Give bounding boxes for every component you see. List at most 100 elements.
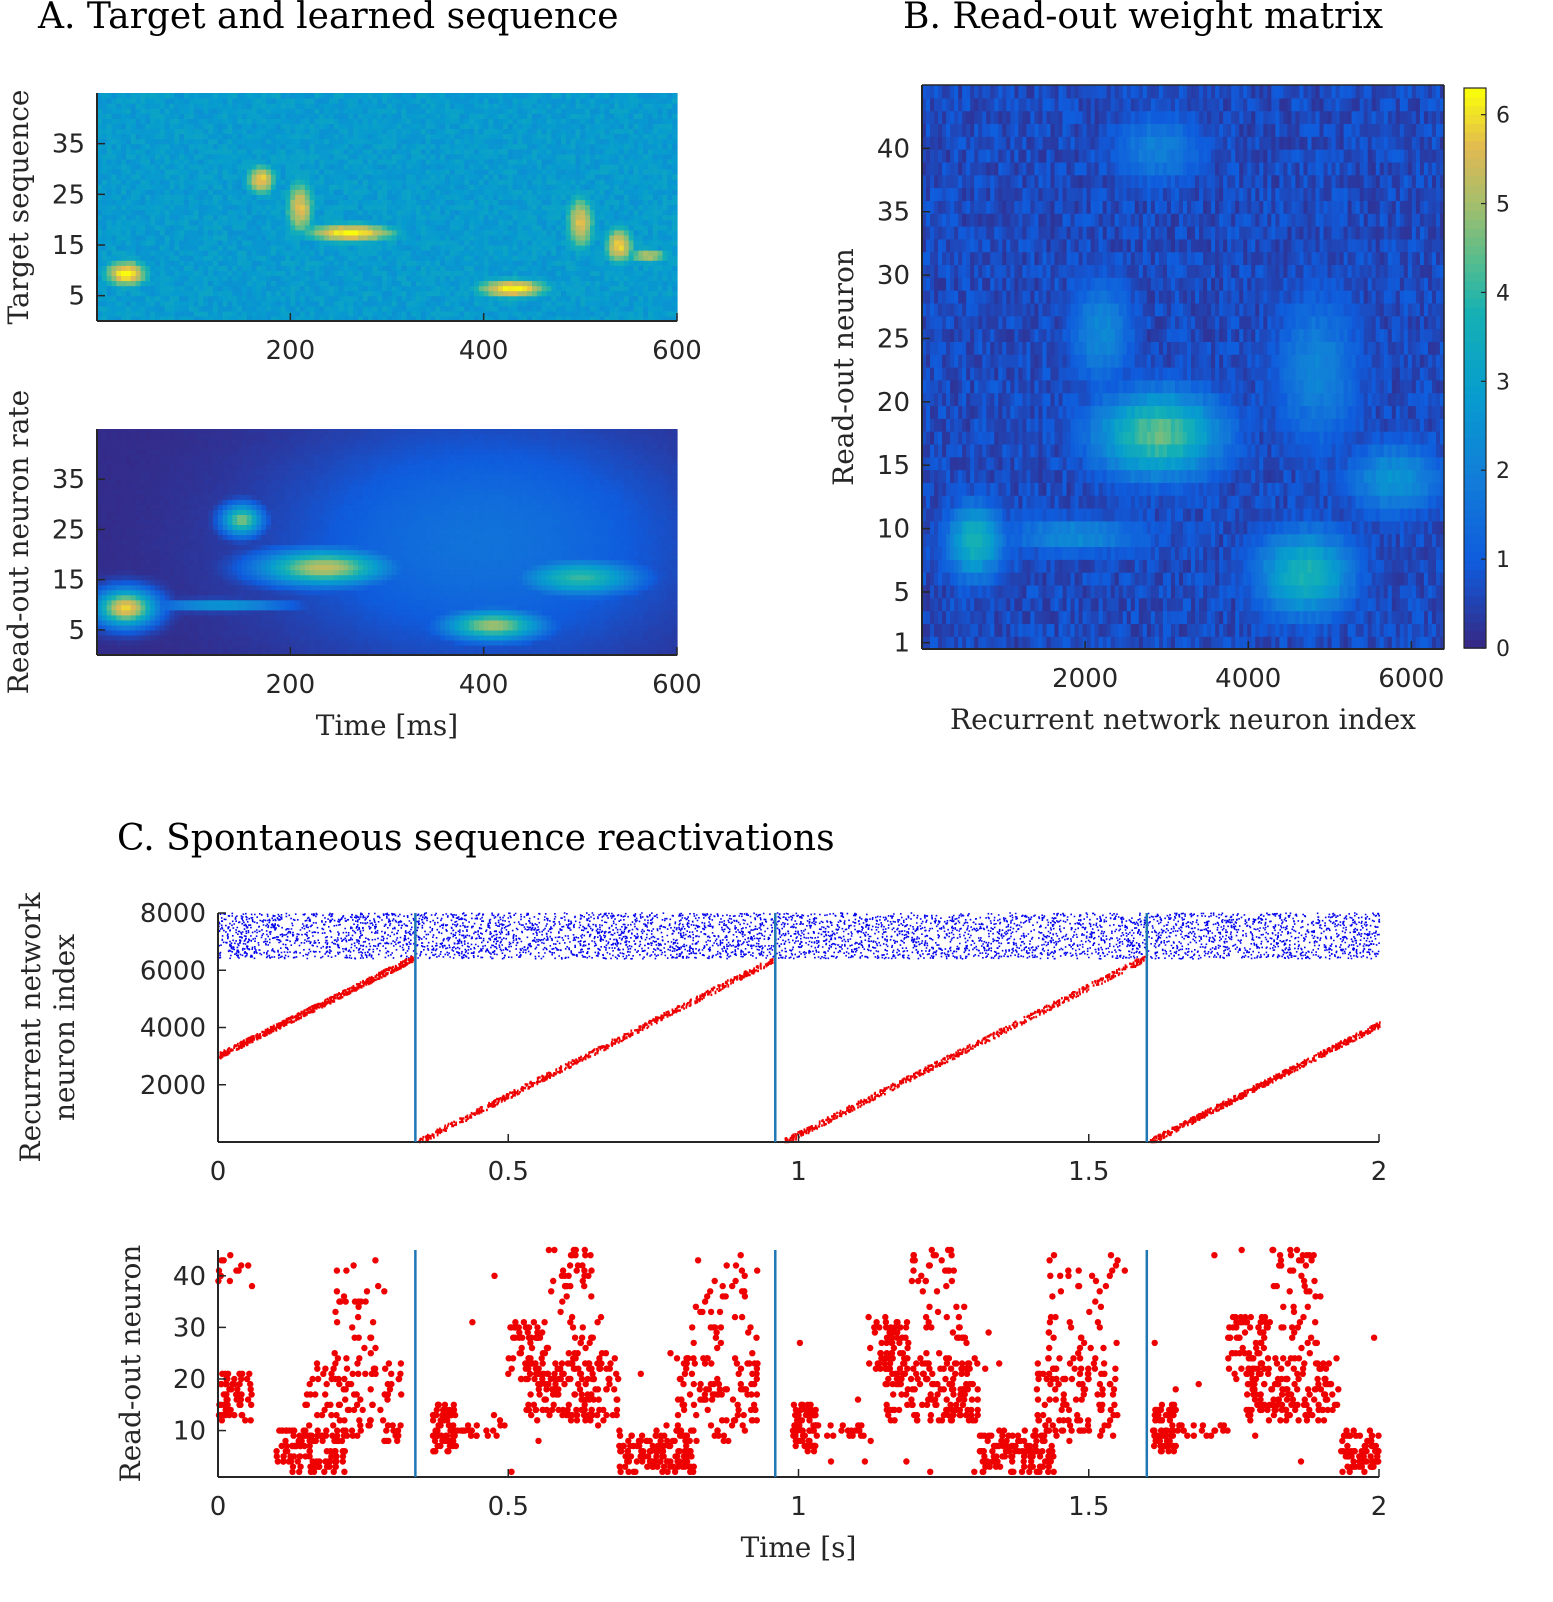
heatmap-cell [271,300,277,307]
heatmap-cell [382,265,388,271]
heatmap-cell [565,310,572,317]
heatmap-cell [232,300,238,307]
heatmap-cell [130,123,137,130]
heatmap-cell [126,118,132,124]
heatmap-cell [275,169,282,175]
heatmap-cell [372,103,378,109]
heatmap-cell [488,245,494,251]
heatmap-cell [580,209,586,216]
heatmap-cell [396,199,403,206]
heatmap-cell [503,158,509,165]
heatmap-cell [271,184,277,190]
heatmap-cell [101,108,108,114]
heatmap-cell [435,250,441,256]
heatmap-cell [309,103,316,109]
heatmap-cell [232,143,238,150]
heatmap-cell [271,285,277,292]
heatmap-cell [184,174,190,180]
heatmap-cell [188,148,195,155]
heatmap-cell [275,113,282,119]
heatmap-cell [493,280,499,287]
heatmap-cell [614,219,620,226]
heatmap-cell [188,93,195,99]
heatmap-cell [604,113,610,119]
heatmap-cell [623,148,630,155]
heatmap-cell [416,305,422,312]
heatmap-cell [271,275,277,282]
heatmap-cell [251,300,258,307]
heatmap-cell [246,199,253,206]
heatmap-cell [106,245,113,251]
heatmap-cell [329,98,335,104]
heatmap-cell [280,103,287,109]
heatmap-cell [604,148,610,155]
heatmap-cell [604,204,610,211]
heatmap-cell [464,250,470,256]
heatmap-cell [546,184,552,190]
heatmap-cell [599,295,606,302]
heatmap-cell [290,199,296,206]
heatmap-cell [623,270,630,276]
heatmap-cell [382,163,388,170]
heatmap-cell [561,275,567,282]
heatmap-cell [246,184,253,190]
heatmap-cell [377,270,383,276]
heatmap-cell [271,239,277,246]
heatmap-cell [435,189,441,195]
heatmap-cell [449,158,456,165]
heatmap-cell [416,315,422,322]
heatmap-cell [184,204,190,211]
heatmap-cell [541,245,548,251]
heatmap-cell [164,310,171,317]
heatmap-cell [367,103,374,109]
heatmap-cell [174,209,180,216]
heatmap-cell [222,280,229,287]
heatmap-cell [498,310,504,317]
heatmap-cell [130,280,137,287]
heatmap-cell [382,103,388,109]
heatmap-cell [314,199,320,206]
heatmap-cell [116,310,122,317]
heatmap-cell [609,275,615,282]
heatmap-cell [208,260,214,266]
heatmap-cell [188,174,195,180]
heatmap-cell [532,153,538,160]
heatmap-cell [522,224,528,231]
heatmap-cell [184,118,190,124]
heatmap-cell [329,209,335,216]
heatmap-cell [271,133,277,140]
heatmap-cell [391,118,398,124]
heatmap-cell [275,290,282,297]
heatmap-cell [556,290,562,297]
heatmap-cell [570,143,577,150]
heatmap-cell [155,239,161,246]
heatmap-cell [353,138,359,145]
heatmap-cell [367,245,374,251]
heatmap-cell [222,108,229,114]
heatmap-cell [203,260,209,266]
heatmap-cell [469,255,475,261]
heatmap-cell [140,250,146,256]
heatmap-cell [169,174,175,180]
heatmap-cell [503,194,509,200]
heatmap-cell [565,214,572,221]
heatmap-cell [503,280,509,287]
heatmap-cell [565,103,572,109]
heatmap-cell [353,310,359,317]
heatmap-cell [522,270,528,276]
heatmap-cell [580,148,586,155]
heatmap-cell [121,260,127,266]
heatmap-cell [401,305,407,312]
heatmap-cell [372,224,378,231]
heatmap-cell [193,234,200,241]
heatmap-cell [193,113,200,119]
heatmap-cell [474,290,480,297]
heatmap-cell [266,245,272,251]
heatmap-cell [155,229,161,236]
heatmap-cell [609,305,615,312]
heatmap-cell [304,214,311,221]
heatmap-cell [430,214,436,221]
heatmap-cell [111,275,117,282]
heatmap-cell [435,169,441,175]
heatmap-cell [314,209,320,216]
